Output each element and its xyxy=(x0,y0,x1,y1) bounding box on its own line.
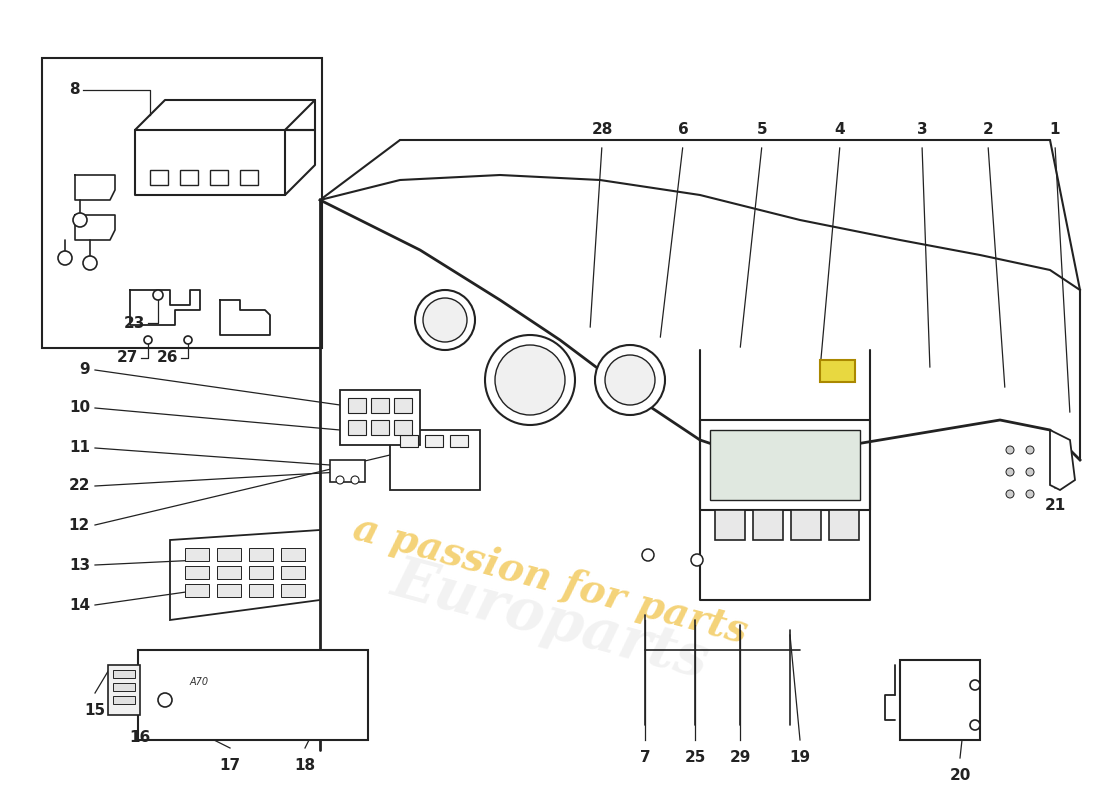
Text: 26: 26 xyxy=(156,350,178,366)
FancyBboxPatch shape xyxy=(390,430,480,490)
Circle shape xyxy=(495,345,565,415)
Circle shape xyxy=(58,251,72,265)
Bar xyxy=(150,170,168,185)
Circle shape xyxy=(158,693,172,707)
Circle shape xyxy=(82,256,97,270)
Circle shape xyxy=(595,345,666,415)
Bar xyxy=(280,584,305,597)
Bar xyxy=(400,435,418,447)
Circle shape xyxy=(642,549,654,561)
Bar xyxy=(210,170,228,185)
FancyBboxPatch shape xyxy=(42,58,322,348)
Bar xyxy=(185,548,209,561)
Circle shape xyxy=(1006,468,1014,476)
Text: 8: 8 xyxy=(69,82,80,98)
Bar xyxy=(330,460,365,482)
Bar xyxy=(180,170,198,185)
Circle shape xyxy=(605,355,654,405)
Circle shape xyxy=(970,680,980,690)
Bar xyxy=(249,566,273,579)
Bar xyxy=(829,510,859,540)
Bar xyxy=(249,548,273,561)
Bar xyxy=(425,435,443,447)
Bar xyxy=(217,566,241,579)
Text: 29: 29 xyxy=(729,750,750,765)
Text: Europarts: Europarts xyxy=(385,550,715,690)
Polygon shape xyxy=(170,530,320,620)
Text: 15: 15 xyxy=(85,703,106,718)
Text: 17: 17 xyxy=(219,758,241,773)
Circle shape xyxy=(485,335,575,425)
Text: 14: 14 xyxy=(69,598,90,613)
Bar xyxy=(371,420,389,435)
Text: 28: 28 xyxy=(592,122,613,137)
Bar xyxy=(113,670,135,678)
Bar xyxy=(710,430,860,500)
Bar xyxy=(185,566,209,579)
Circle shape xyxy=(970,720,980,730)
Text: 20: 20 xyxy=(949,768,970,783)
Bar xyxy=(348,398,366,413)
Circle shape xyxy=(1026,468,1034,476)
FancyBboxPatch shape xyxy=(138,650,368,740)
Bar xyxy=(394,420,412,435)
Bar xyxy=(754,510,783,540)
Circle shape xyxy=(73,213,87,227)
Text: 10: 10 xyxy=(69,401,90,415)
Bar xyxy=(240,170,258,185)
Bar xyxy=(340,390,420,445)
Circle shape xyxy=(691,554,703,566)
Text: 2: 2 xyxy=(982,122,993,137)
Bar xyxy=(280,548,305,561)
Text: 22: 22 xyxy=(68,478,90,494)
Bar xyxy=(715,510,745,540)
Text: 27: 27 xyxy=(117,350,138,366)
Bar xyxy=(249,584,273,597)
Bar xyxy=(217,584,241,597)
Bar xyxy=(394,398,412,413)
Text: 25: 25 xyxy=(684,750,706,765)
Text: 1: 1 xyxy=(1049,122,1060,137)
Bar xyxy=(820,360,855,382)
Text: 18: 18 xyxy=(295,758,316,773)
Bar xyxy=(113,696,135,704)
Text: 19: 19 xyxy=(790,750,811,765)
Circle shape xyxy=(336,476,344,484)
Text: a passion for parts: a passion for parts xyxy=(349,509,751,651)
Bar xyxy=(348,420,366,435)
Text: 3: 3 xyxy=(916,122,927,137)
Circle shape xyxy=(184,336,192,344)
Text: 9: 9 xyxy=(79,362,90,378)
Circle shape xyxy=(415,290,475,350)
Circle shape xyxy=(1006,490,1014,498)
Bar xyxy=(371,398,389,413)
Circle shape xyxy=(1026,490,1034,498)
Text: 6: 6 xyxy=(678,122,689,137)
Text: 7: 7 xyxy=(640,750,650,765)
Text: 5: 5 xyxy=(757,122,768,137)
Bar xyxy=(113,683,135,691)
Bar xyxy=(450,435,468,447)
Text: A70: A70 xyxy=(190,677,209,687)
Circle shape xyxy=(351,476,359,484)
Circle shape xyxy=(144,336,152,344)
Bar xyxy=(217,548,241,561)
Text: 12: 12 xyxy=(68,518,90,533)
Circle shape xyxy=(1026,446,1034,454)
Bar xyxy=(108,665,140,715)
Text: 11: 11 xyxy=(69,441,90,455)
Bar xyxy=(185,584,209,597)
Polygon shape xyxy=(1050,430,1075,490)
Text: 23: 23 xyxy=(123,315,145,330)
Text: 13: 13 xyxy=(69,558,90,573)
Bar xyxy=(280,566,305,579)
Circle shape xyxy=(1006,446,1014,454)
Text: 21: 21 xyxy=(1044,498,1066,513)
Circle shape xyxy=(424,298,468,342)
Circle shape xyxy=(153,290,163,300)
Text: 4: 4 xyxy=(835,122,845,137)
FancyBboxPatch shape xyxy=(900,660,980,740)
Bar xyxy=(791,510,821,540)
Text: 16: 16 xyxy=(130,730,151,745)
